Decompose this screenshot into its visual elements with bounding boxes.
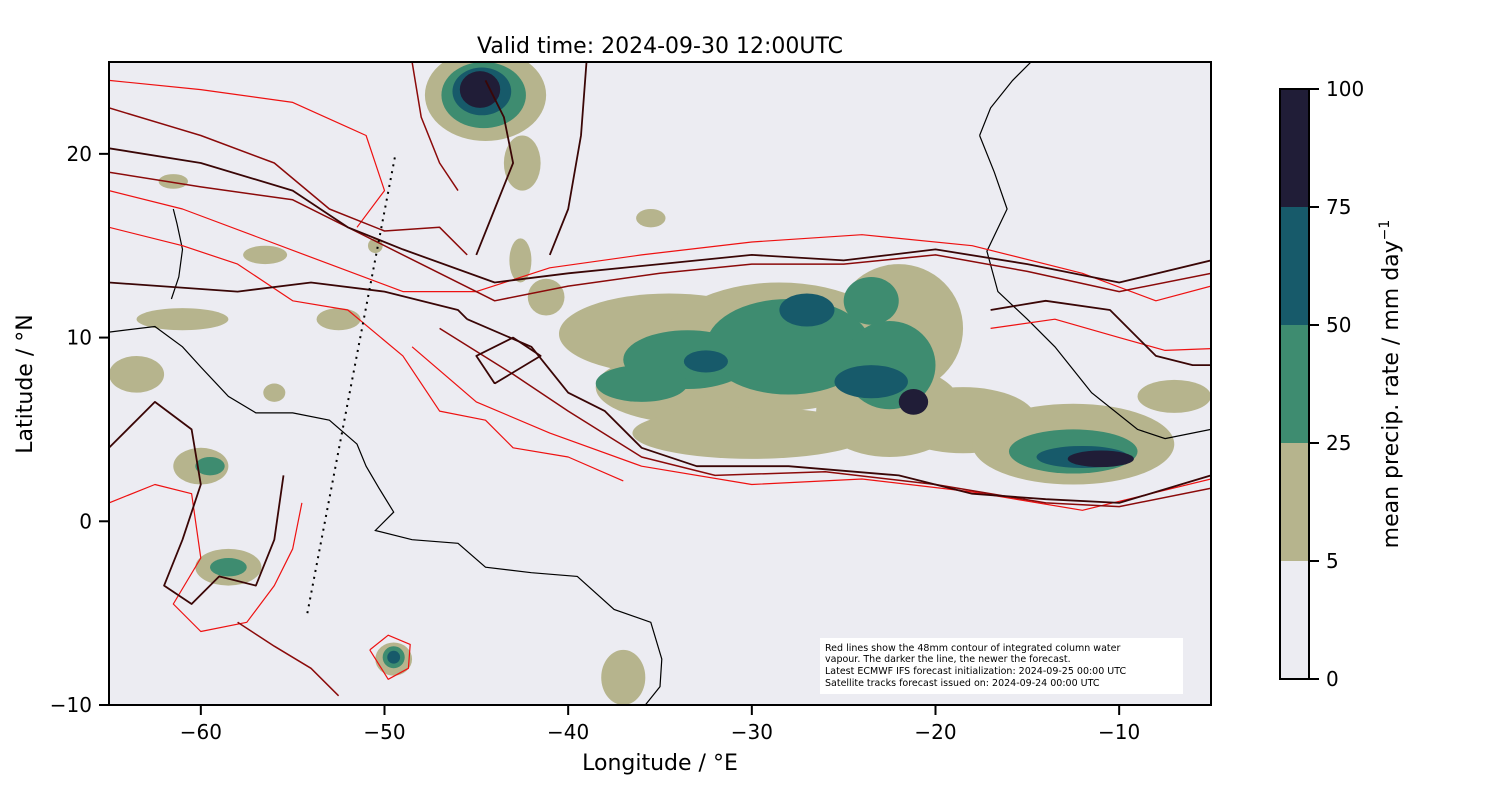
contour-line-mid bbox=[109, 171, 1211, 302]
annotation-background bbox=[820, 638, 1183, 694]
contour-line-new bbox=[109, 281, 468, 320]
precip-cell-level-1 bbox=[636, 208, 666, 228]
precip-cell-level-1 bbox=[136, 308, 229, 331]
precip-cell-level-1 bbox=[509, 238, 532, 283]
precip-cell-level-1 bbox=[632, 407, 872, 459]
map-layers bbox=[109, 62, 1211, 705]
precip-cell-level-1 bbox=[527, 278, 565, 316]
precip-cell-level-2 bbox=[595, 365, 688, 402]
x-tick-label: −50 bbox=[363, 720, 405, 744]
precip-cell-level-3 bbox=[779, 293, 835, 327]
precip-cell-level-4 bbox=[459, 71, 501, 108]
colorbar-band bbox=[1280, 443, 1309, 561]
precip-cell-level-1 bbox=[601, 649, 646, 705]
x-tick-label: −60 bbox=[180, 720, 222, 744]
colorbar-band bbox=[1280, 207, 1309, 325]
africa-coast bbox=[979, 135, 1211, 440]
y-tick-label: 0 bbox=[79, 509, 92, 533]
caribbean-arc bbox=[170, 208, 184, 300]
colorbar-label-text: mean precip. rate / mm day bbox=[1379, 240, 1404, 548]
precip-cell-level-1 bbox=[158, 174, 188, 189]
precip-cell-level-3 bbox=[683, 350, 728, 373]
x-tick-label: −10 bbox=[1098, 720, 1140, 744]
contour-line-mid bbox=[439, 327, 1211, 508]
precip-cell-level-4 bbox=[898, 389, 929, 415]
contour-line-new bbox=[548, 62, 588, 256]
precip-cell-level-2 bbox=[210, 558, 247, 577]
contour-line-new bbox=[475, 79, 514, 256]
map-plot-area[interactable] bbox=[108, 49, 1212, 706]
colorbar-tick-label: 25 bbox=[1326, 431, 1351, 455]
contour-line-old bbox=[109, 190, 1211, 302]
contour-line-new bbox=[109, 147, 1211, 284]
colorbar: 0 5 25 50 75 100 mean precip. rate / mm day−1 bbox=[1279, 77, 1404, 691]
y-tick-label: 10 bbox=[67, 326, 92, 350]
contour-line-old bbox=[109, 483, 303, 633]
colorbar-ticks: 0 5 25 50 75 100 bbox=[1309, 77, 1364, 691]
contour-line-mid bbox=[411, 62, 459, 192]
contour-line-old bbox=[109, 79, 386, 228]
contour-line-new bbox=[475, 336, 542, 385]
satellite-track bbox=[306, 153, 397, 614]
contour-line-old bbox=[411, 346, 1211, 511]
y-axis-ticks: −10 0 10 20 bbox=[50, 142, 109, 717]
contour-line-mid bbox=[237, 621, 340, 697]
colorbar-frame bbox=[1279, 88, 1310, 680]
precip-cell-level-4 bbox=[1067, 450, 1134, 468]
precip-cell-level-1 bbox=[109, 355, 165, 393]
x-tick-label: −20 bbox=[914, 720, 956, 744]
colorbar-label-superscript: −1 bbox=[1377, 220, 1393, 241]
precip-cell-level-2 bbox=[843, 276, 899, 325]
contour-line-new bbox=[109, 400, 285, 605]
contour-line-old bbox=[369, 634, 411, 680]
x-tick-label: −40 bbox=[547, 720, 589, 744]
africa-north-coast bbox=[979, 62, 1032, 136]
precip-cell-level-1 bbox=[1137, 379, 1211, 413]
precip-cell-level-1 bbox=[263, 383, 286, 402]
precipitation-field bbox=[109, 62, 1211, 705]
contour-line-mid bbox=[109, 107, 468, 256]
contour-line-old bbox=[990, 318, 1211, 351]
precip-cell-level-3 bbox=[387, 650, 401, 664]
y-tick-label: −10 bbox=[50, 693, 92, 717]
annotation-line-1: Red lines show the 48mm contour of integ… bbox=[825, 643, 1120, 654]
coastlines bbox=[109, 62, 1211, 705]
colorbar-band bbox=[1280, 325, 1309, 443]
colorbar-tick-label: 100 bbox=[1326, 77, 1364, 101]
precip-cell-level-2 bbox=[705, 298, 872, 395]
satellite-track-line bbox=[306, 153, 397, 614]
colorbar-band bbox=[1280, 561, 1309, 679]
colorbar-band bbox=[1280, 89, 1309, 207]
precip-cell-level-1 bbox=[503, 135, 541, 191]
colorbar-tick-label: 0 bbox=[1326, 667, 1339, 691]
precip-cell-level-2 bbox=[195, 456, 225, 476]
precip-cell-level-1 bbox=[243, 245, 288, 265]
y-axis-label: Latitude / °N bbox=[13, 314, 38, 453]
map-frame bbox=[108, 61, 1212, 706]
x-axis-ticks: −60 −50 −40 −30 −20 −10 bbox=[180, 705, 1140, 744]
contour-line-new bbox=[466, 318, 1211, 504]
precip-cell-level-1 bbox=[367, 238, 383, 254]
colorbar-label: mean precip. rate / mm day−1 bbox=[1377, 220, 1404, 549]
south-america-north-coast bbox=[109, 325, 663, 705]
colorbar-tick-label: 50 bbox=[1326, 313, 1351, 337]
precip-cell-level-3 bbox=[834, 365, 908, 399]
annotation-box: Red lines show the 48mm contour of integ… bbox=[820, 638, 1183, 694]
annotation-line-4: Satellite tracks forecast issued on: 202… bbox=[825, 678, 1100, 689]
annotation-line-2: vapour. The darker the line, the newer t… bbox=[825, 654, 1071, 665]
colorbar-tick-label: 75 bbox=[1326, 195, 1351, 219]
annotation-line-3: Latest ECMWF IFS forecast initialization… bbox=[825, 666, 1126, 677]
colorbar-bands bbox=[1280, 89, 1309, 679]
colorbar-tick-label: 5 bbox=[1326, 549, 1339, 573]
precip-cell-level-1 bbox=[316, 308, 361, 331]
plot-title: Valid time: 2024-09-30 12:00UTC bbox=[477, 34, 843, 59]
contour-line-new bbox=[990, 299, 1211, 367]
y-tick-label: 20 bbox=[67, 142, 92, 166]
water-vapour-contours bbox=[109, 62, 1211, 697]
x-tick-label: −30 bbox=[731, 720, 773, 744]
contour-line-old bbox=[109, 226, 624, 482]
x-axis-label: Longitude / °E bbox=[582, 751, 738, 776]
